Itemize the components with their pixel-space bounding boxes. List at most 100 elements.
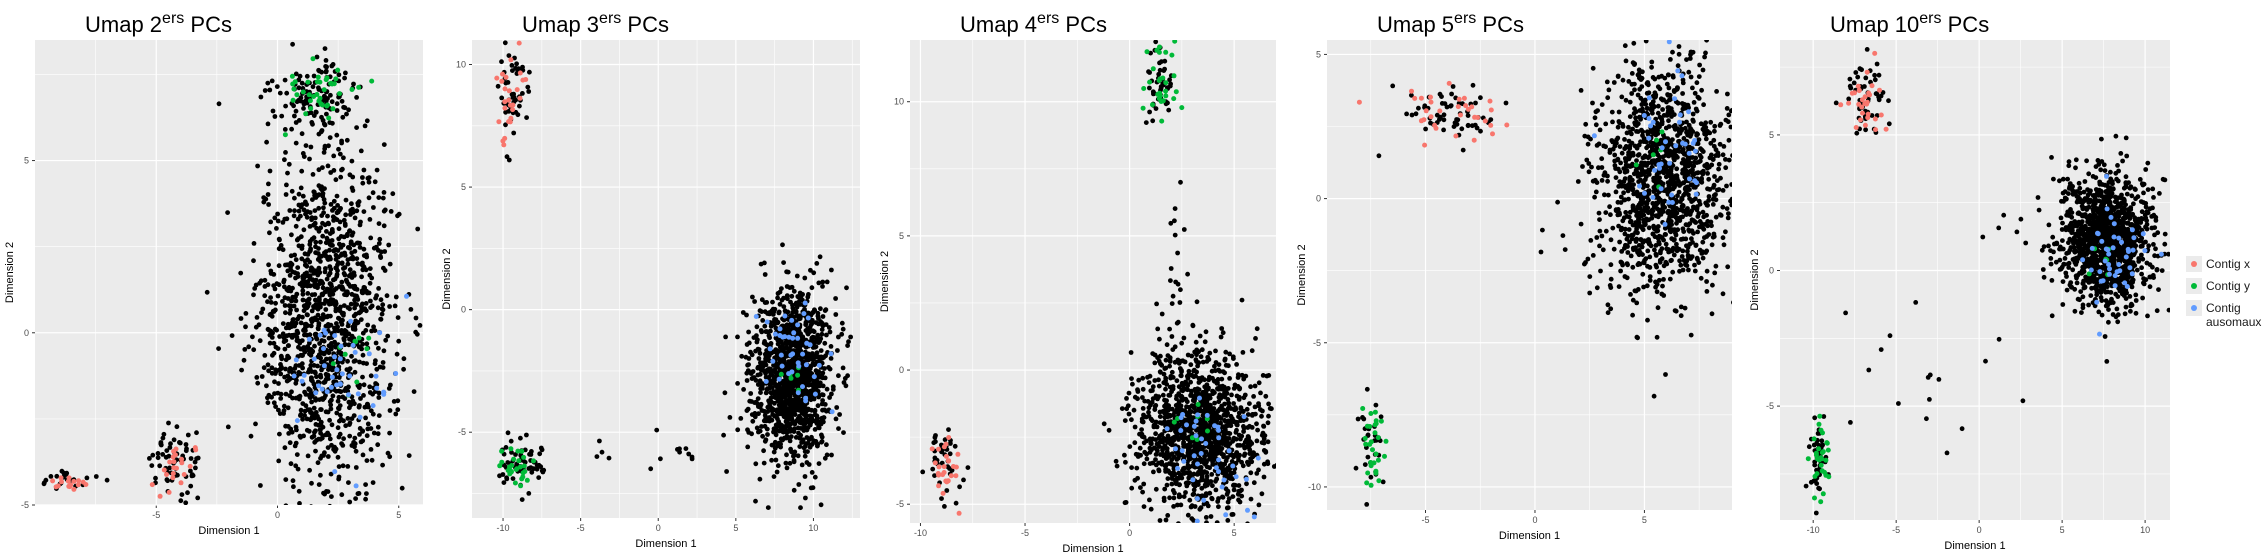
data-point bbox=[158, 442, 164, 448]
data-point bbox=[1179, 340, 1185, 346]
data-point bbox=[333, 446, 339, 452]
data-point bbox=[791, 429, 797, 434]
data-point bbox=[327, 281, 333, 287]
data-point bbox=[1124, 396, 1129, 401]
data-point bbox=[375, 431, 381, 437]
data-point bbox=[1146, 409, 1151, 415]
data-point bbox=[322, 250, 327, 256]
data-point bbox=[361, 264, 367, 270]
data-point bbox=[809, 470, 815, 475]
point-contig-y bbox=[1163, 88, 1169, 94]
data-point bbox=[920, 469, 926, 475]
data-point bbox=[1150, 118, 1156, 124]
data-point bbox=[280, 299, 285, 304]
data-point bbox=[815, 418, 821, 424]
data-point bbox=[341, 234, 347, 240]
data-point bbox=[1266, 373, 1272, 378]
data-point bbox=[283, 103, 288, 109]
data-point bbox=[333, 308, 339, 314]
data-point bbox=[802, 449, 808, 454]
data-point bbox=[1210, 462, 1216, 467]
point-contig-y bbox=[531, 458, 536, 464]
data-point bbox=[335, 203, 340, 208]
data-point bbox=[325, 163, 331, 169]
data-point bbox=[1239, 433, 1245, 439]
data-point bbox=[1161, 371, 1167, 377]
data-point bbox=[338, 243, 344, 249]
data-point bbox=[357, 245, 363, 250]
data-point bbox=[823, 322, 829, 327]
data-point bbox=[1195, 440, 1201, 446]
data-point bbox=[327, 120, 333, 125]
data-point bbox=[818, 306, 823, 312]
data-point bbox=[293, 298, 299, 304]
data-point bbox=[354, 125, 359, 130]
data-point bbox=[311, 381, 317, 387]
data-point bbox=[293, 71, 299, 77]
data-point bbox=[776, 398, 781, 403]
data-point bbox=[527, 69, 532, 75]
data-point bbox=[1164, 382, 1170, 387]
data-point bbox=[183, 442, 189, 447]
data-point bbox=[341, 155, 346, 161]
point-contig-ausomaux bbox=[328, 384, 334, 390]
data-point bbox=[839, 331, 845, 337]
point-contig-y bbox=[1157, 44, 1162, 50]
data-point bbox=[783, 419, 789, 425]
data-point bbox=[296, 191, 302, 197]
data-point bbox=[250, 334, 255, 340]
data-point bbox=[364, 433, 370, 439]
data-point bbox=[830, 384, 836, 390]
data-point bbox=[1169, 451, 1175, 457]
data-point bbox=[758, 360, 763, 366]
data-point bbox=[292, 208, 297, 214]
data-point bbox=[334, 272, 340, 277]
data-point bbox=[759, 309, 764, 314]
data-point bbox=[1161, 68, 1167, 73]
data-point bbox=[1205, 424, 1210, 430]
data-point bbox=[1229, 459, 1235, 464]
data-point bbox=[1219, 376, 1225, 382]
data-point bbox=[1248, 384, 1253, 390]
point-contig-x bbox=[71, 478, 77, 484]
point-contig-y bbox=[1163, 49, 1169, 55]
data-point bbox=[771, 349, 776, 355]
point-contig-y bbox=[1172, 40, 1178, 44]
data-point bbox=[390, 191, 396, 197]
data-point bbox=[183, 500, 189, 505]
data-point bbox=[1147, 445, 1153, 451]
data-point bbox=[1223, 423, 1229, 429]
data-point bbox=[330, 208, 335, 213]
data-point bbox=[267, 87, 273, 93]
data-point bbox=[1260, 408, 1265, 414]
data-point bbox=[1218, 416, 1224, 421]
data-point bbox=[1218, 465, 1224, 471]
data-point bbox=[177, 440, 183, 446]
data-point bbox=[1182, 465, 1187, 471]
point-contig-ausomaux bbox=[1164, 426, 1170, 432]
data-point bbox=[194, 430, 199, 436]
data-point bbox=[1214, 520, 1220, 523]
data-point bbox=[331, 198, 337, 204]
data-point bbox=[1128, 350, 1134, 355]
data-point bbox=[1177, 494, 1183, 499]
data-point bbox=[265, 121, 271, 127]
data-point bbox=[1242, 439, 1248, 445]
data-point bbox=[654, 427, 660, 433]
data-point bbox=[26, 491, 31, 496]
data-point bbox=[309, 399, 314, 405]
point-contig-y bbox=[333, 76, 339, 82]
data-point bbox=[1140, 395, 1145, 400]
point-contig-y bbox=[305, 79, 311, 85]
data-point bbox=[514, 61, 519, 67]
data-point bbox=[1188, 379, 1193, 385]
point-contig-y bbox=[349, 87, 355, 92]
data-point bbox=[238, 270, 244, 276]
data-point bbox=[318, 225, 324, 231]
data-point bbox=[313, 428, 318, 434]
data-point bbox=[1142, 449, 1148, 455]
data-point bbox=[309, 265, 314, 271]
data-point bbox=[1163, 517, 1169, 523]
data-point bbox=[364, 254, 370, 260]
data-point bbox=[813, 378, 819, 384]
